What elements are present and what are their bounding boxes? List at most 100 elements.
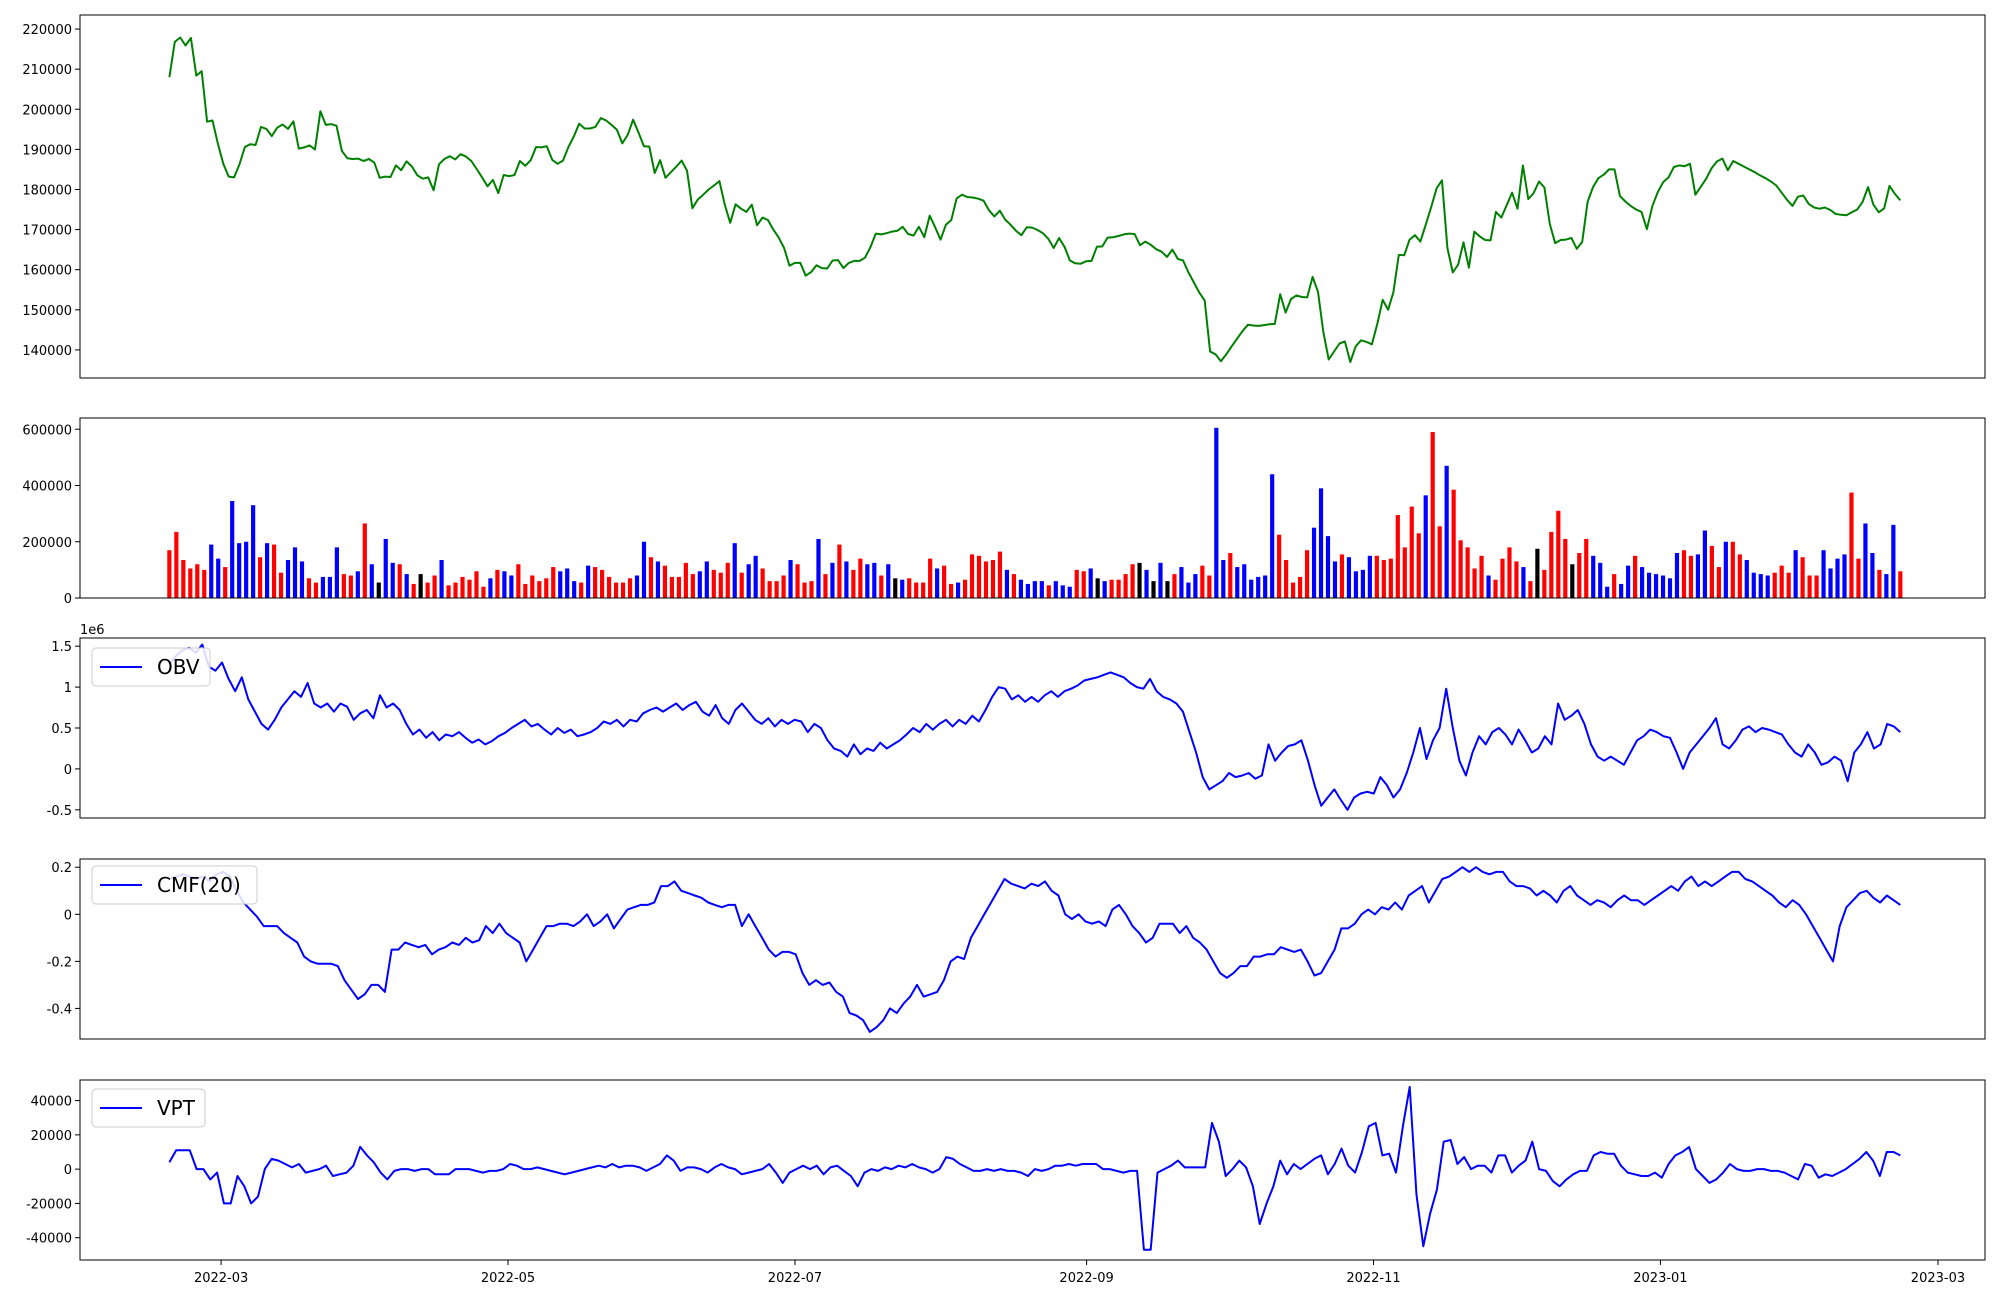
volume-bar [1549, 531, 1554, 598]
volume-bar [1870, 553, 1875, 598]
volume-bar [1011, 574, 1017, 598]
volume-bar [697, 571, 702, 598]
volume-bar [230, 500, 235, 598]
volume-bar [188, 568, 193, 598]
volume-bar [1779, 565, 1784, 598]
series-line [168, 1085, 1901, 1251]
y-tick-label: 600000 [22, 423, 72, 438]
y-tick-label: 200000 [22, 103, 72, 118]
volume-bar [1898, 571, 1903, 598]
volume-bar [1849, 492, 1854, 598]
x-tick-label: 2022-07 [768, 1271, 822, 1286]
series-line [168, 643, 1901, 811]
volume-bar [425, 582, 430, 598]
volume-bar [1730, 541, 1735, 598]
volume-bar [195, 564, 200, 598]
volume-bar [1500, 558, 1505, 598]
volume-bar [1339, 554, 1345, 598]
volume-bar [634, 575, 640, 598]
volume-bar [1332, 561, 1338, 598]
volume-bar [1765, 575, 1770, 598]
volume-bar [418, 574, 423, 598]
volume-bar [1416, 533, 1421, 598]
volume-bar [1605, 586, 1610, 598]
volume-bar [1353, 571, 1359, 598]
volume-bar [488, 578, 493, 598]
volume-bar [725, 562, 730, 598]
volume-bar [1102, 581, 1107, 598]
volume-bar [739, 572, 744, 598]
volume-bar [544, 578, 549, 598]
axes-frame [79, 1079, 1986, 1261]
volume-bar [1367, 555, 1372, 598]
volume-bar [1563, 538, 1568, 598]
x-tick-label: 2023-01 [1633, 1271, 1687, 1286]
series-line [168, 36, 1902, 363]
volume-bar [313, 582, 319, 598]
volume-bar [942, 565, 947, 598]
volume-bar [586, 565, 591, 598]
volume-bar [962, 579, 968, 598]
volume-bar [1507, 547, 1512, 598]
volume-bar [327, 576, 332, 598]
volume-bar [523, 583, 528, 598]
volume-bar [1772, 572, 1777, 598]
volume-bar [1381, 560, 1386, 598]
volume-bar [258, 557, 263, 598]
volume-bar [1835, 558, 1840, 598]
volume-bar [453, 582, 458, 598]
volume-bar [432, 575, 437, 598]
y-tick-label: 400000 [22, 480, 72, 495]
volume-bar [1346, 557, 1352, 598]
cmf-panel: -0.4 -0.2 0 0.2 [47, 858, 1986, 1040]
volume-bar [718, 572, 723, 598]
volume-bar [446, 585, 451, 598]
volume-bar [278, 572, 284, 598]
volume-bar [620, 582, 626, 598]
volume-bar [907, 578, 912, 598]
x-tick-label: 2022-05 [481, 1271, 535, 1286]
volume-bar [1486, 575, 1491, 598]
axes-frame [79, 14, 1986, 379]
volume-bar [1667, 578, 1673, 598]
volume-bar [306, 578, 312, 598]
volume-bar [495, 569, 500, 598]
volume-bar [404, 574, 409, 598]
volume-bar [502, 571, 507, 598]
y-tick-label: 20000 [31, 1129, 72, 1144]
volume-bar [1688, 555, 1694, 598]
volume-bar [1318, 488, 1324, 598]
volume-bar [1577, 553, 1582, 598]
volume-bar [1430, 432, 1435, 598]
volume-bar [334, 547, 339, 598]
volume-bar [181, 560, 186, 598]
volume-bar [1137, 562, 1142, 598]
volume-bar [1088, 568, 1093, 598]
obv-panel: -0.5 0 0.5 1 1.5 [47, 637, 1986, 819]
volume-bar [1584, 538, 1589, 598]
volume-bar [565, 568, 570, 598]
volume-bar [1304, 550, 1310, 598]
y-tick-label: 40000 [31, 1095, 72, 1110]
volume-bar [844, 561, 849, 598]
volume-bar [481, 586, 486, 598]
axes-frame [79, 417, 1986, 599]
volume-bar [1479, 555, 1484, 598]
volume-bar [537, 581, 542, 598]
volume-bar [795, 564, 800, 598]
cmf-legend-box [91, 865, 258, 905]
volume-bar [1660, 575, 1666, 598]
volume-bar [1737, 554, 1742, 598]
volume-bar [1612, 574, 1617, 598]
volume-bar [1151, 581, 1156, 598]
volume-bar [983, 561, 989, 598]
y-tick-label: 0.5 [51, 722, 72, 737]
volume-bar [613, 582, 619, 598]
volume-bar [1828, 568, 1833, 598]
volume-bar [774, 581, 779, 598]
volume-bar [1004, 569, 1010, 598]
volume-bar [1060, 585, 1065, 598]
volume-bar [1758, 574, 1763, 598]
y-tick-label: 1 [64, 681, 72, 696]
